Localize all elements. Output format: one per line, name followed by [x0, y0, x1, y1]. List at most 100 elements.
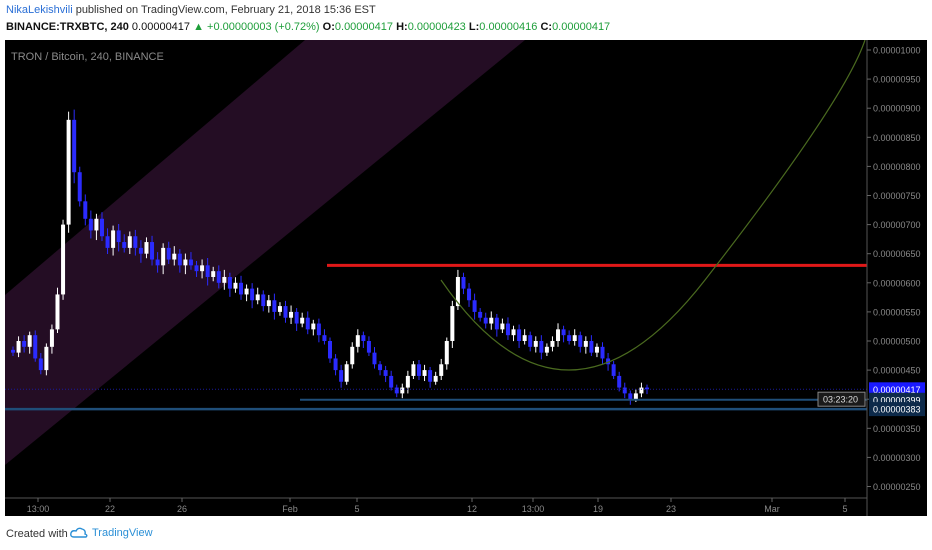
candle-body [33, 335, 38, 359]
candle-body [328, 341, 332, 359]
candle-body [544, 346, 549, 353]
candle-body [166, 247, 171, 260]
price-tick-label: 0.00000250 [873, 482, 921, 492]
trend-channel [5, 40, 525, 465]
candle-body [11, 349, 15, 353]
candle-body [366, 341, 371, 353]
header: NikaLekishvili published on TradingView.… [0, 0, 932, 38]
candle-body [255, 294, 260, 301]
candle-body [561, 329, 566, 336]
candle-body [244, 288, 249, 295]
time-tick-label: 19 [593, 504, 603, 514]
candle-body [594, 346, 599, 353]
candle-body [144, 242, 149, 254]
price-tick-label: 0.00000300 [873, 453, 921, 463]
candle-body [500, 323, 505, 330]
published-text: published on TradingView.com, February 2… [72, 4, 376, 16]
candle-body [505, 323, 510, 336]
candle-body [422, 370, 427, 376]
candle-body [300, 317, 305, 324]
candle-body [211, 271, 216, 277]
candle-body [455, 276, 460, 307]
candle-body [322, 335, 327, 341]
candle-body [88, 218, 93, 231]
candle-body [478, 311, 483, 318]
chart-area[interactable]: TRON / Bitcoin, 240, BINANCE 0.00001000 0.… [5, 39, 927, 516]
countdown-bg [817, 391, 866, 407]
candle-body [567, 335, 572, 341]
candle-body [556, 329, 561, 341]
candle-body [94, 218, 99, 231]
candle-body [205, 265, 210, 277]
price-tick-label: 0.00001000 [873, 46, 921, 56]
price-tick-label: 0.00000900 [873, 104, 921, 114]
support-badge-lower: 0.00000383 [873, 405, 921, 415]
candle-body [294, 311, 299, 324]
time-tick-label: 13:00 [27, 504, 50, 514]
candle-body [216, 271, 221, 283]
price-tick-label: 0.00000950 [873, 75, 921, 85]
price-tick-label: 0.00000350 [873, 424, 921, 434]
tradingview-logo[interactable]: TradingView [70, 527, 153, 539]
chart-svg[interactable]: TRON / Bitcoin, 240, BINANCE 0.00001000 0.… [5, 39, 927, 516]
time-tick-label: 12 [467, 504, 477, 514]
candle-body [428, 370, 433, 382]
support-badge-upper: 0.00000399 [873, 395, 921, 405]
candle-body [55, 294, 60, 330]
candle-body [233, 282, 238, 289]
candle-body [461, 276, 466, 289]
symbol-line: BINANCE:TRXBTC, 240 0.00000417 ▲ +0.0000… [6, 21, 610, 33]
time-tick-label: 23 [666, 504, 676, 514]
candle-body [600, 346, 605, 359]
candle-body [572, 335, 577, 341]
high-label: H: [396, 21, 408, 33]
candle-body [444, 341, 449, 365]
candle-body [645, 387, 649, 390]
author-link[interactable]: NikaLekishvili [6, 4, 73, 16]
candle-body [622, 387, 627, 394]
candle-body [378, 364, 383, 371]
price-tick-label: 0.00000500 [873, 337, 921, 347]
price-tick-label: 0.00000600 [873, 278, 921, 288]
candle-body [61, 224, 66, 295]
candle-body [383, 370, 388, 376]
candle-body [16, 341, 21, 353]
created-with-text: Created with [6, 528, 68, 540]
candle-body [72, 119, 77, 173]
candle-body [533, 341, 538, 347]
candle-body [38, 358, 43, 371]
open-value: 0.00000417 [334, 21, 394, 33]
candle-body [583, 341, 588, 347]
candle-body [133, 236, 138, 248]
candle-body [27, 335, 32, 347]
candle-body [578, 335, 583, 347]
cloud-icon [70, 527, 88, 538]
price-tick-label: 0.00000450 [873, 366, 921, 376]
candle-body [606, 358, 611, 365]
candle-body [355, 335, 360, 347]
candle-body [239, 282, 244, 295]
candle-body [400, 387, 405, 394]
parabolic-arc [440, 39, 866, 371]
candle-body [77, 172, 82, 202]
candle-body [188, 259, 193, 266]
candle-body [272, 300, 277, 312]
footer: Created with TradingView [0, 516, 932, 550]
publish-line: NikaLekishvili published on TradingView.… [6, 4, 376, 16]
candle-body [350, 346, 355, 365]
candle-body [439, 364, 444, 376]
low-value: 0.00000416 [479, 21, 538, 33]
candle-body [394, 387, 399, 394]
candle-body [261, 294, 266, 307]
candle-body [116, 230, 121, 243]
candle-body [550, 341, 555, 347]
candle-body [611, 364, 616, 376]
candle-body [494, 317, 499, 330]
candle-body [339, 370, 344, 382]
price-tick-label: 0.00000650 [873, 249, 921, 259]
price-tick-label: 0.00000700 [873, 220, 921, 230]
candle-body [522, 335, 527, 341]
candle-body [99, 218, 104, 237]
candle-body [389, 375, 394, 388]
candle-body [49, 329, 54, 347]
